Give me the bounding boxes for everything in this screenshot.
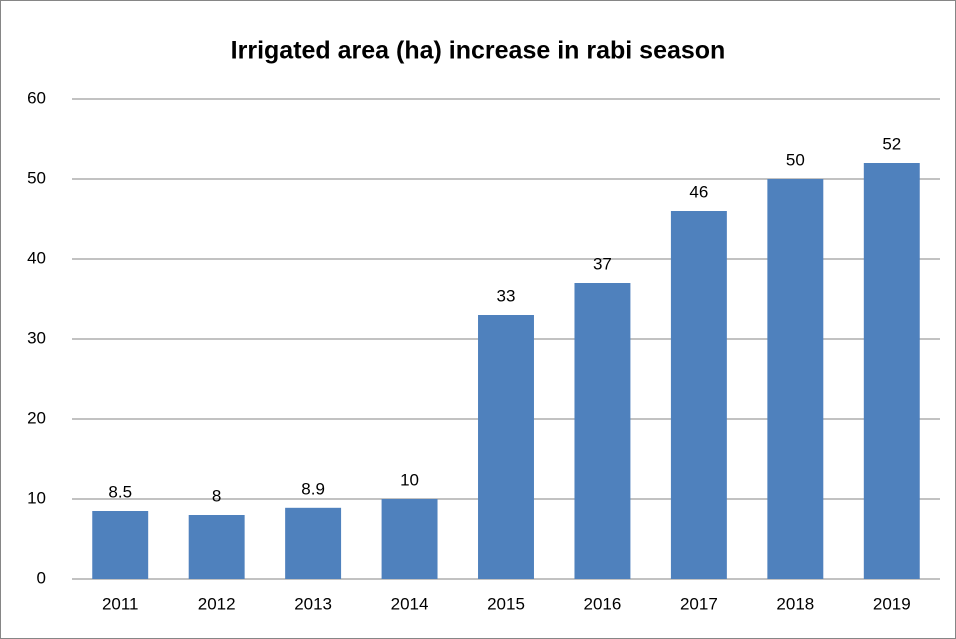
y-tick-label: 0 bbox=[37, 568, 46, 587]
data-label: 8.5 bbox=[108, 482, 132, 501]
y-tick-label: 50 bbox=[27, 168, 46, 187]
data-label: 46 bbox=[689, 182, 708, 201]
x-tick-label: 2017 bbox=[680, 594, 718, 613]
x-tick-label: 2011 bbox=[102, 594, 139, 613]
y-tick-label: 10 bbox=[27, 488, 46, 507]
y-tick-label: 30 bbox=[27, 328, 46, 347]
y-tick-label: 40 bbox=[27, 248, 46, 267]
data-label: 33 bbox=[497, 286, 516, 305]
y-tick-label: 20 bbox=[27, 408, 46, 427]
x-tick-label: 2019 bbox=[873, 594, 911, 613]
x-tick-label: 2016 bbox=[584, 594, 622, 613]
bar bbox=[767, 179, 824, 579]
bar bbox=[188, 515, 245, 579]
bar bbox=[92, 511, 149, 579]
data-label: 52 bbox=[882, 134, 901, 153]
data-label: 50 bbox=[786, 150, 805, 169]
x-tick-label: 2014 bbox=[391, 594, 429, 613]
data-label: 10 bbox=[400, 470, 419, 489]
x-tick-label: 2013 bbox=[294, 594, 332, 613]
x-tick-label: 2012 bbox=[198, 594, 236, 613]
bar bbox=[285, 507, 342, 579]
x-tick-label: 2015 bbox=[487, 594, 525, 613]
data-label: 8 bbox=[212, 486, 221, 505]
bar bbox=[478, 315, 534, 579]
chart-title: Irrigated area (ha) increase in rabi sea… bbox=[231, 37, 726, 65]
bar bbox=[574, 283, 631, 579]
y-tick-label: 60 bbox=[27, 88, 46, 107]
bar bbox=[863, 163, 920, 579]
bar bbox=[670, 211, 727, 579]
bar bbox=[381, 499, 438, 579]
data-label: 37 bbox=[593, 254, 612, 273]
data-label: 8.9 bbox=[301, 479, 325, 498]
x-tick-label: 2018 bbox=[776, 594, 814, 613]
